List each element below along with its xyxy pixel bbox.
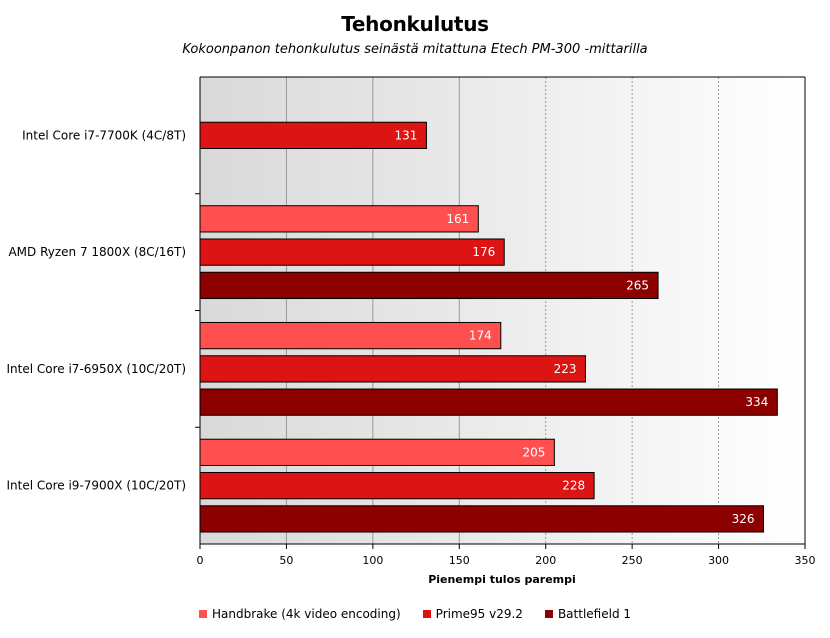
category-label: Intel Core i7-6950X (10C/20T) — [7, 362, 187, 376]
data-label: 174 — [469, 329, 492, 343]
data-label: 131 — [395, 128, 418, 142]
bar — [199, 388, 778, 416]
bar — [199, 438, 555, 466]
bar — [199, 238, 505, 266]
x-tick-label: 350 — [795, 554, 816, 567]
axes: 0 50 100 150 200 250 300 350 Intel Core i7-7700K… — [7, 76, 816, 567]
chart-title: Tehonkulutus — [341, 12, 489, 36]
chart-subtitle: Kokoonpanon tehonkulutus seinästä mitatt… — [182, 42, 648, 57]
data-label: 334 — [745, 395, 768, 409]
gridlines — [285, 77, 720, 544]
legend-item: Battlefield 1 — [544, 607, 632, 621]
legend-label: Battlefield 1 — [557, 607, 632, 621]
bar — [199, 471, 595, 500]
data-label: 326 — [732, 512, 755, 526]
legend: Handbrake (4k video encoding) Prime95 v29… — [0, 607, 830, 621]
data-label: 176 — [472, 245, 495, 259]
bar — [199, 355, 586, 383]
x-tick-label: 0 — [197, 554, 204, 567]
data-label: 228 — [562, 479, 585, 493]
x-axis-label: Pienempi tulos parempi — [428, 573, 576, 586]
data-label: 161 — [446, 212, 469, 226]
data-label: 223 — [554, 362, 577, 376]
bar-chart: 131 161 176 265 174 223 334 205 228 326 0 50 100 150… — [7, 76, 816, 586]
x-tick-label: 100 — [362, 554, 383, 567]
legend-swatch — [544, 610, 553, 618]
category-label: Intel Core i7-7700K (4C/8T) — [22, 128, 186, 142]
x-tick-label: 300 — [708, 554, 729, 567]
x-tick-label: 150 — [449, 554, 470, 567]
data-label: 205 — [522, 445, 545, 459]
legend-swatch — [198, 610, 207, 618]
category-label: Intel Core i9-7900X (10C/20T) — [7, 479, 187, 493]
plot-area — [200, 77, 805, 544]
x-tick-label: 50 — [279, 554, 293, 567]
bar — [199, 121, 427, 150]
data-label: 265 — [626, 278, 649, 292]
bar — [199, 205, 479, 233]
bar — [199, 321, 502, 350]
category-label: AMD Ryzen 7 1800X (8C/16T) — [8, 245, 186, 259]
legend-label: Prime95 v29.2 — [435, 607, 523, 621]
bar — [199, 505, 765, 533]
legend-swatch — [422, 610, 431, 618]
x-tick-label: 250 — [622, 554, 643, 567]
legend-label: Handbrake (4k video encoding) — [211, 607, 401, 621]
legend-item: Handbrake (4k video encoding) — [198, 607, 401, 621]
legend-item: Prime95 v29.2 — [422, 607, 523, 621]
bar — [199, 271, 659, 300]
x-tick-label: 200 — [535, 554, 556, 567]
